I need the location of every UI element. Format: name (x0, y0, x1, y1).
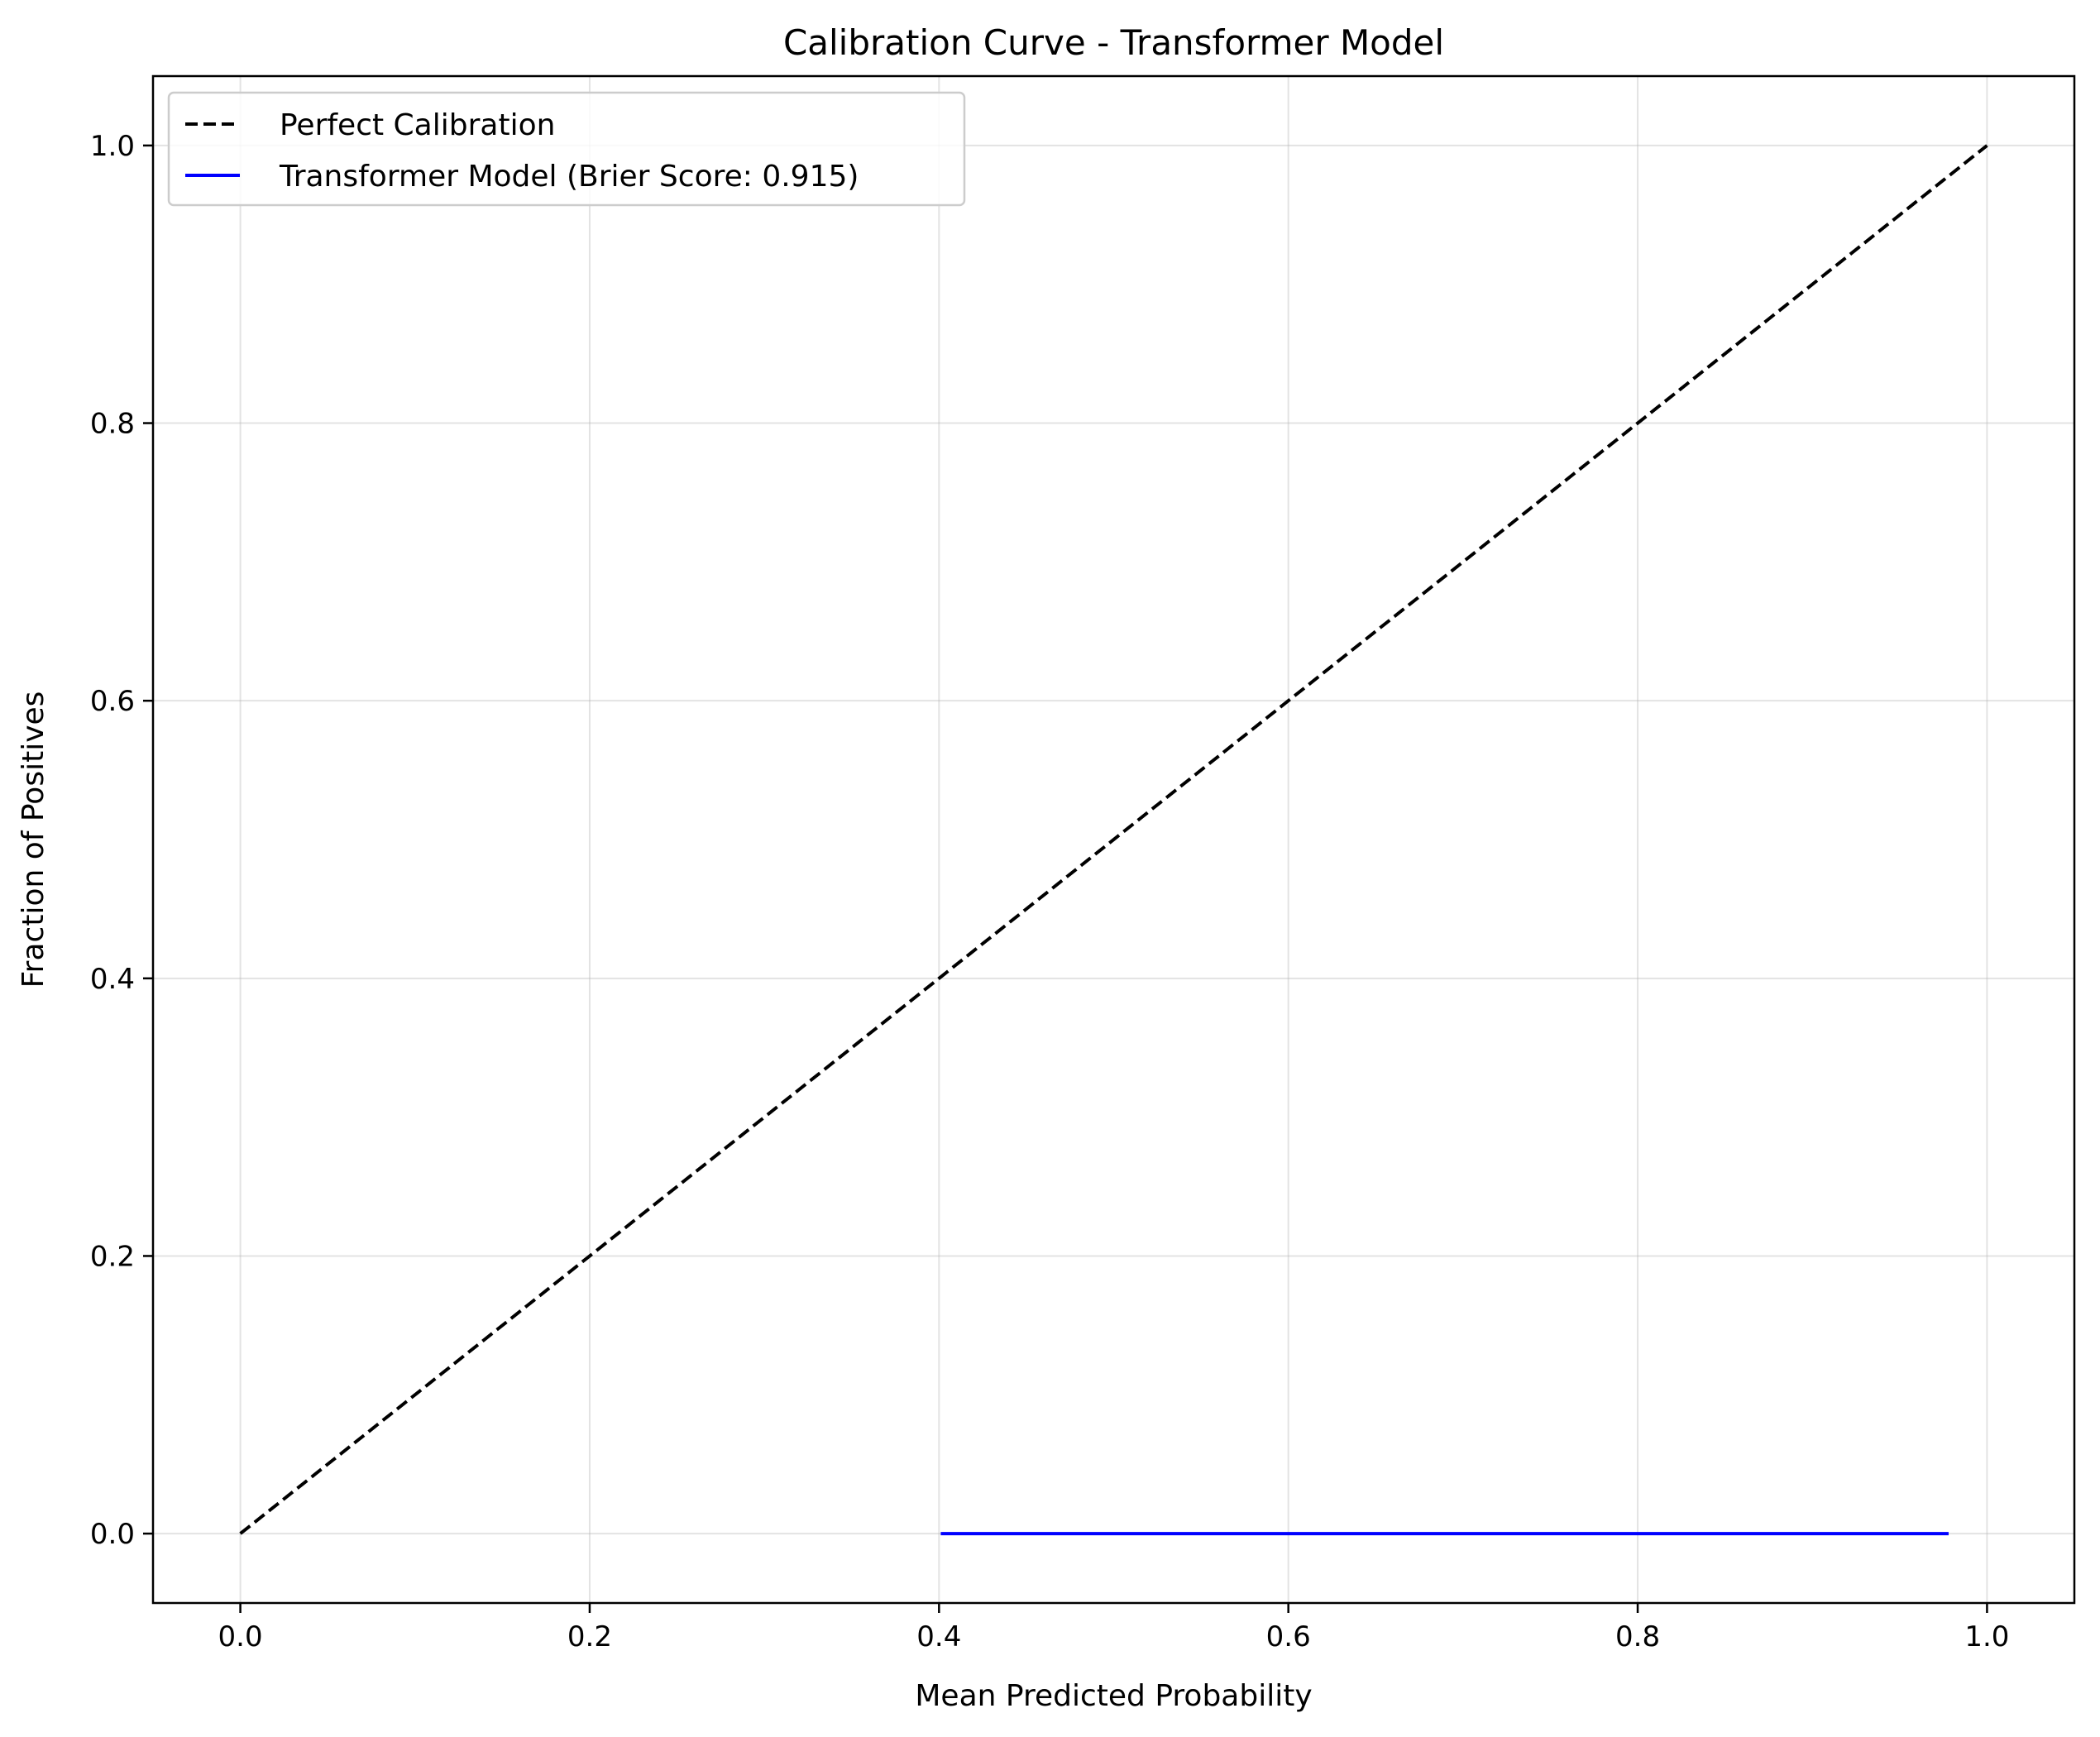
x-axis-ticks: 0.0 0.2 0.4 0.6 0.8 1.0 (218, 1603, 2009, 1653)
y-axis-ticks: 0.0 0.2 0.4 0.6 0.8 1.0 (90, 130, 153, 1551)
y-tick-label: 0.8 (90, 408, 135, 441)
x-tick-label: 0.4 (916, 1620, 961, 1653)
x-tick-label: 0.0 (218, 1620, 263, 1653)
x-axis-label: Mean Predicted Probability (915, 1679, 1312, 1713)
y-tick-label: 0.2 (90, 1240, 135, 1273)
y-tick-label: 1.0 (90, 130, 135, 163)
legend-entry-label: Transformer Model (Brier Score: 0.915) (279, 160, 859, 194)
y-tick-label: 0.6 (90, 685, 135, 718)
legend: Perfect Calibration Transformer Model (Br… (167, 91, 966, 207)
plot-area-frame (151, 74, 2076, 1605)
legend-box (167, 91, 966, 207)
x-tick-label: 0.6 (1266, 1620, 1311, 1653)
legend-entry-label: Perfect Calibration (280, 108, 555, 142)
plot-lines (239, 144, 1988, 1536)
x-tick-label: 0.2 (567, 1620, 612, 1653)
perfect-calibration-line (239, 144, 1988, 1535)
y-axis-label: Fraction of Positives (17, 691, 50, 988)
y-tick-label: 0.4 (90, 963, 135, 996)
y-tick-label: 0.0 (90, 1518, 135, 1551)
chart-title: Calibration Curve - Transformer Model (783, 22, 1444, 63)
x-tick-label: 1.0 (1964, 1620, 2009, 1653)
x-tick-label: 0.8 (1615, 1620, 1660, 1653)
